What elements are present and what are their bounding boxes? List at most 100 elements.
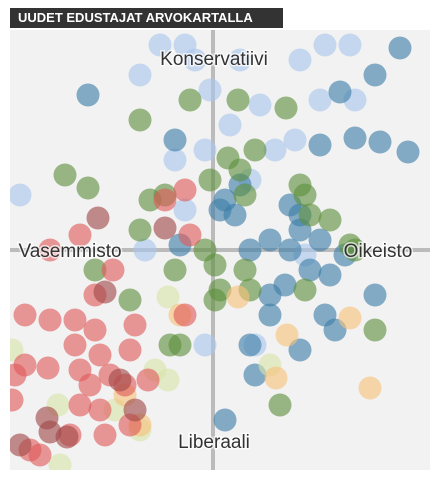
point [203,253,227,277]
point [156,285,180,309]
point [313,33,337,57]
point [363,63,387,87]
point [396,140,420,164]
point [368,130,392,154]
point [63,333,87,357]
chart-title: UUDET EDUSTAJAT ARVOKARTALLA [18,10,253,25]
point [10,388,24,412]
point [228,48,252,72]
point [258,228,282,252]
point [128,63,152,87]
point [153,188,177,212]
point [76,176,100,200]
point [198,78,222,102]
point [163,128,187,152]
point [243,138,267,162]
point [318,208,342,232]
point [218,113,242,137]
point [86,206,110,230]
point [193,138,217,162]
point [133,238,157,262]
point [93,280,117,304]
point [48,453,72,470]
point [10,363,27,387]
point [343,238,367,262]
point [273,273,297,297]
point [38,238,62,262]
point [298,258,322,282]
point [88,398,112,422]
point [118,288,142,312]
point [258,303,282,327]
point [83,258,107,282]
point [78,373,102,397]
point [108,368,132,392]
point [358,376,382,400]
point [193,333,217,357]
axis-label-top: Konservatiivi [160,49,268,70]
point [183,48,207,72]
point [363,283,387,307]
point [263,138,287,162]
point [101,258,125,282]
point [136,368,160,392]
axis-label-left: Vasemmisto [18,241,121,262]
point [158,333,182,357]
point [208,198,232,222]
point [63,308,87,332]
point [123,313,147,337]
point [274,96,298,120]
point [288,338,312,362]
point [268,393,292,417]
point [123,398,147,422]
point [198,168,222,192]
point [173,178,197,202]
point [293,183,317,207]
point [338,33,362,57]
point [293,278,317,302]
point [264,366,288,390]
point [53,163,77,187]
point [278,238,302,262]
point [118,338,142,362]
point [128,108,152,132]
point [248,93,272,117]
title-box [10,8,283,28]
point [388,36,412,60]
point [10,433,32,457]
point [156,368,180,392]
point [68,223,92,247]
point [233,258,257,282]
point [93,423,117,447]
point [178,88,202,112]
point [283,128,307,152]
point [38,420,62,444]
point [153,216,177,240]
point [338,306,362,330]
point [318,263,342,287]
point [163,258,187,282]
point [128,218,152,242]
point [173,303,197,327]
axis-label-bottom: Liberaali [178,432,250,453]
points [10,33,420,470]
point [88,343,112,367]
point [226,285,250,309]
point [308,228,332,252]
point [173,198,197,222]
point [38,308,62,332]
point [275,323,299,347]
point [28,443,52,467]
point [178,223,202,247]
point [288,48,312,72]
point [363,318,387,342]
point [238,333,262,357]
point [343,126,367,150]
point [148,33,172,57]
axis-label-right: Oikeisto [344,241,413,262]
point [203,288,227,312]
point [68,393,92,417]
point [163,148,187,172]
point [308,133,332,157]
